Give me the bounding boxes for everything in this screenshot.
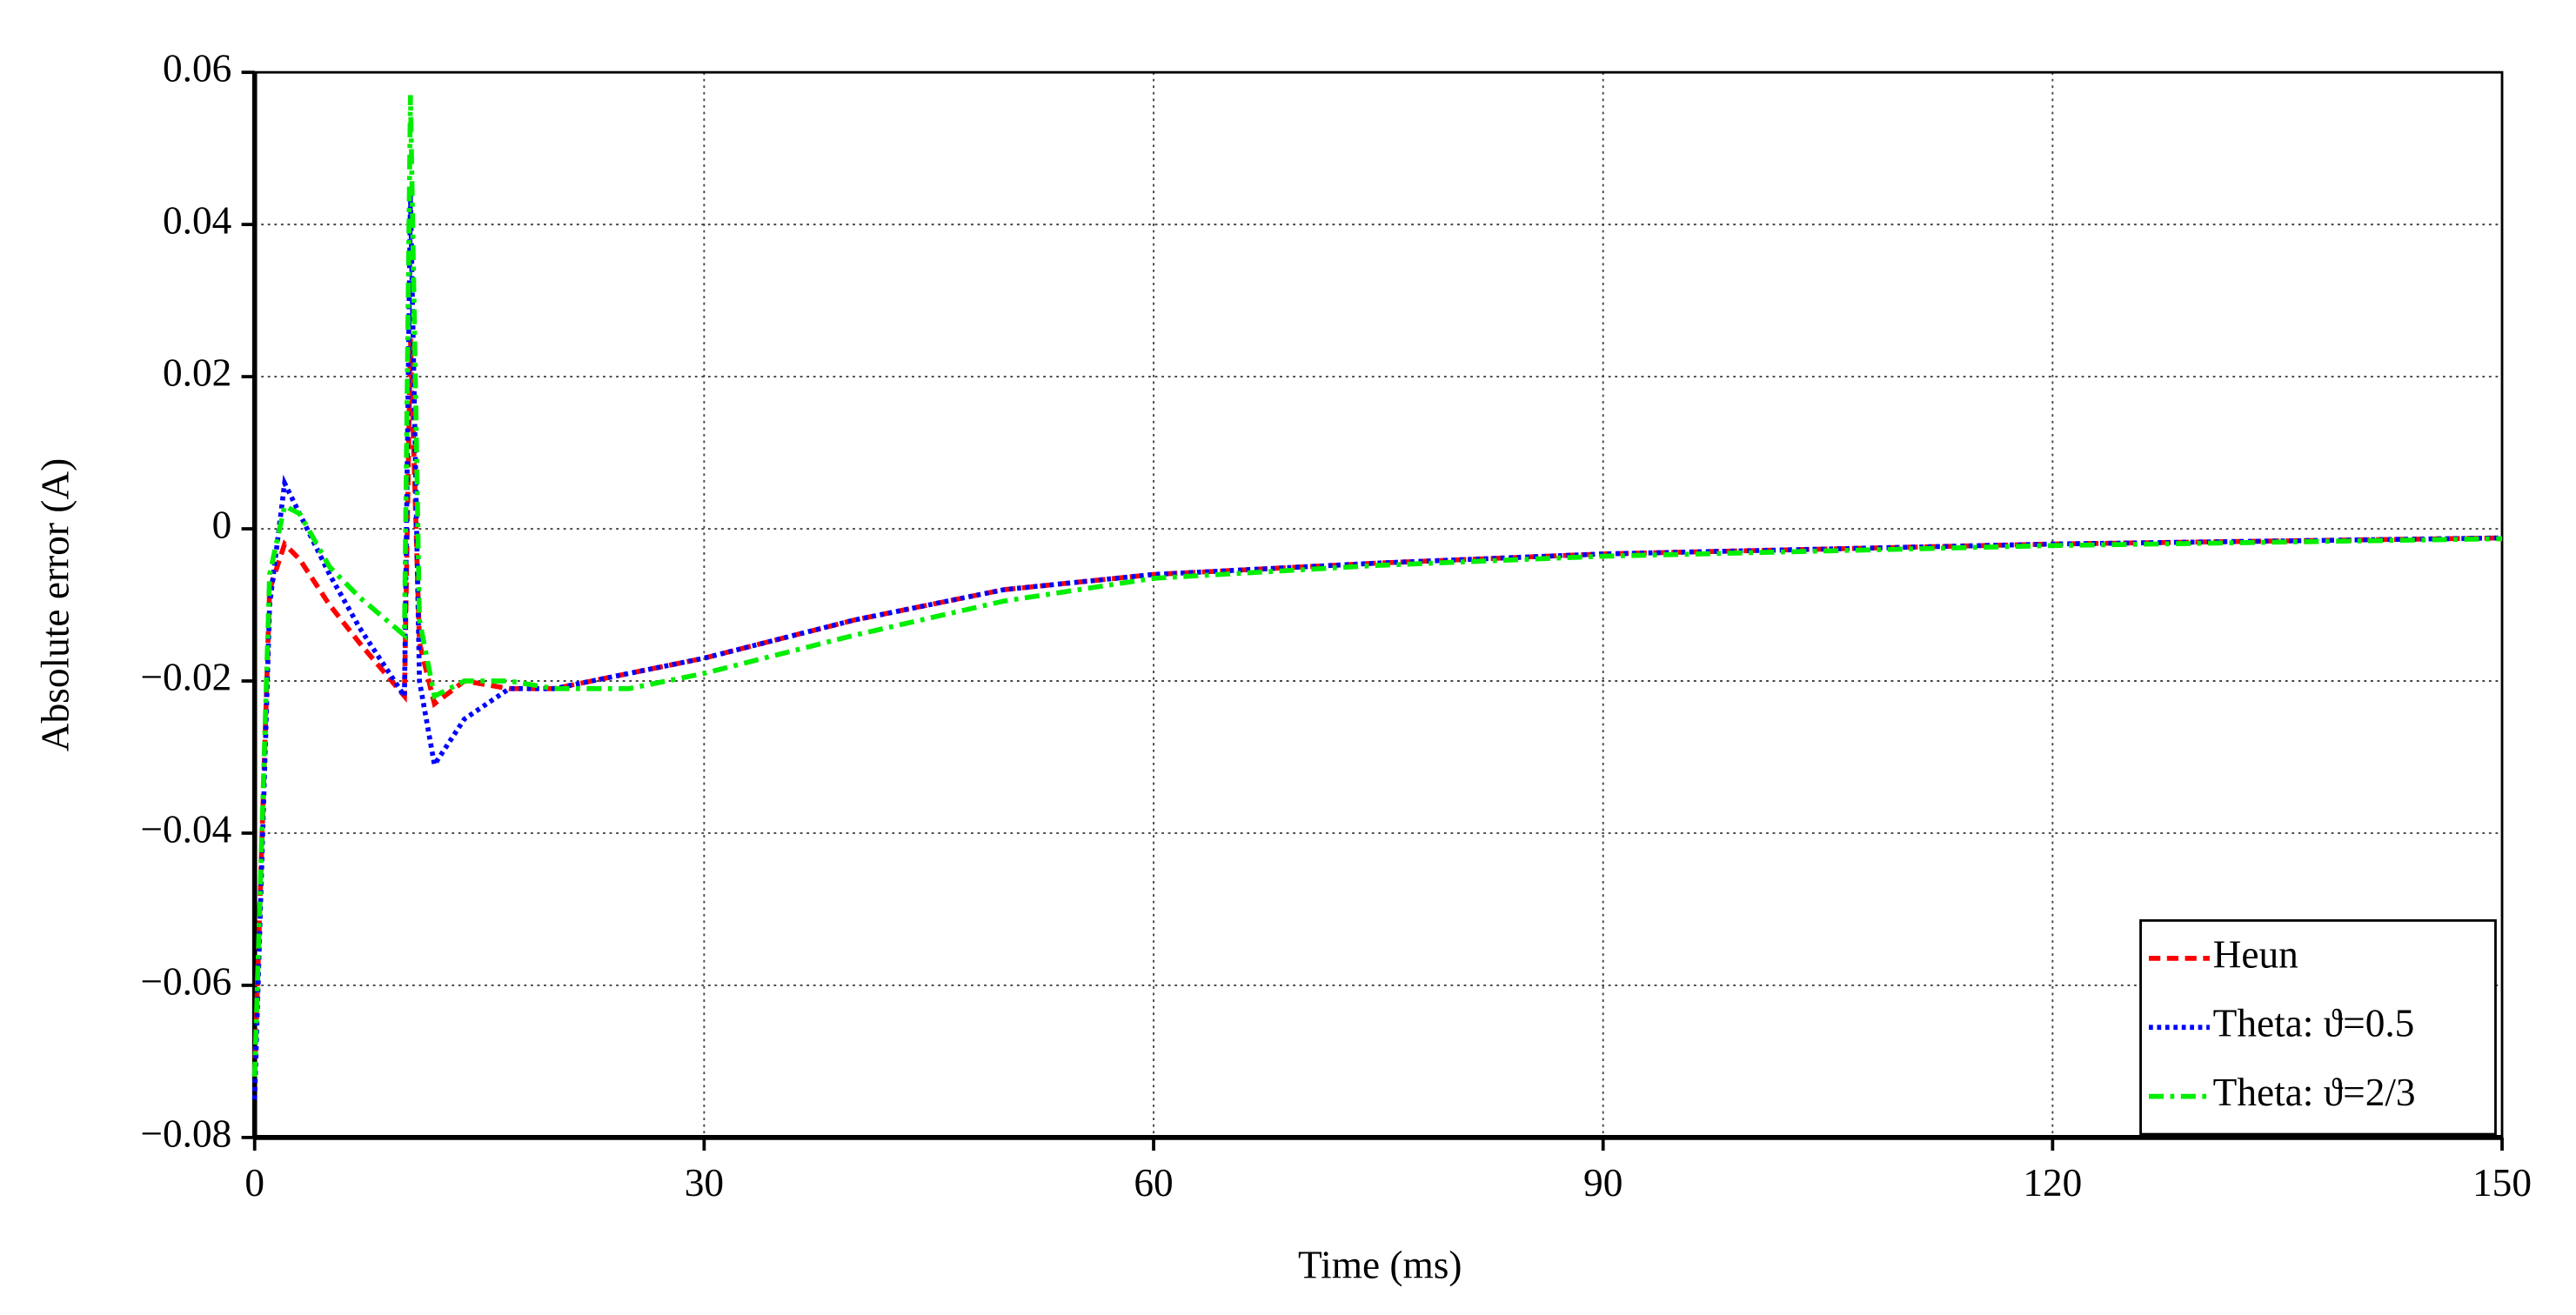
y-tick-label: 0.04 — [163, 199, 231, 243]
legend-label: Theta: ϑ=0.5 — [2213, 1002, 2415, 1045]
y-tick-label: 0.06 — [163, 47, 231, 90]
y-tick-label: −0.04 — [140, 807, 231, 851]
x-tick-label: 120 — [2023, 1161, 2082, 1205]
series-line — [251, 95, 2503, 1077]
legend-label: Heun — [2213, 932, 2298, 976]
y-tick-label: −0.02 — [140, 655, 231, 698]
x-axis-label: Time (ms) — [1298, 1243, 1462, 1286]
x-tick-label: 0 — [244, 1161, 264, 1205]
x-tick-label: 150 — [2472, 1161, 2532, 1205]
x-tick-label: 30 — [685, 1161, 724, 1205]
x-tick-label: 90 — [1583, 1161, 1623, 1205]
y-tick-label: −0.06 — [140, 959, 231, 1003]
y-tick-label: 0 — [212, 503, 232, 546]
legend-label: Theta: ϑ=2/3 — [2213, 1071, 2416, 1114]
y-tick-label: −0.08 — [140, 1111, 231, 1155]
x-tick-label: 60 — [1134, 1161, 1173, 1205]
y-axis-label: Absolute error (A) — [33, 458, 77, 751]
y-tick-label: 0.02 — [163, 350, 231, 394]
